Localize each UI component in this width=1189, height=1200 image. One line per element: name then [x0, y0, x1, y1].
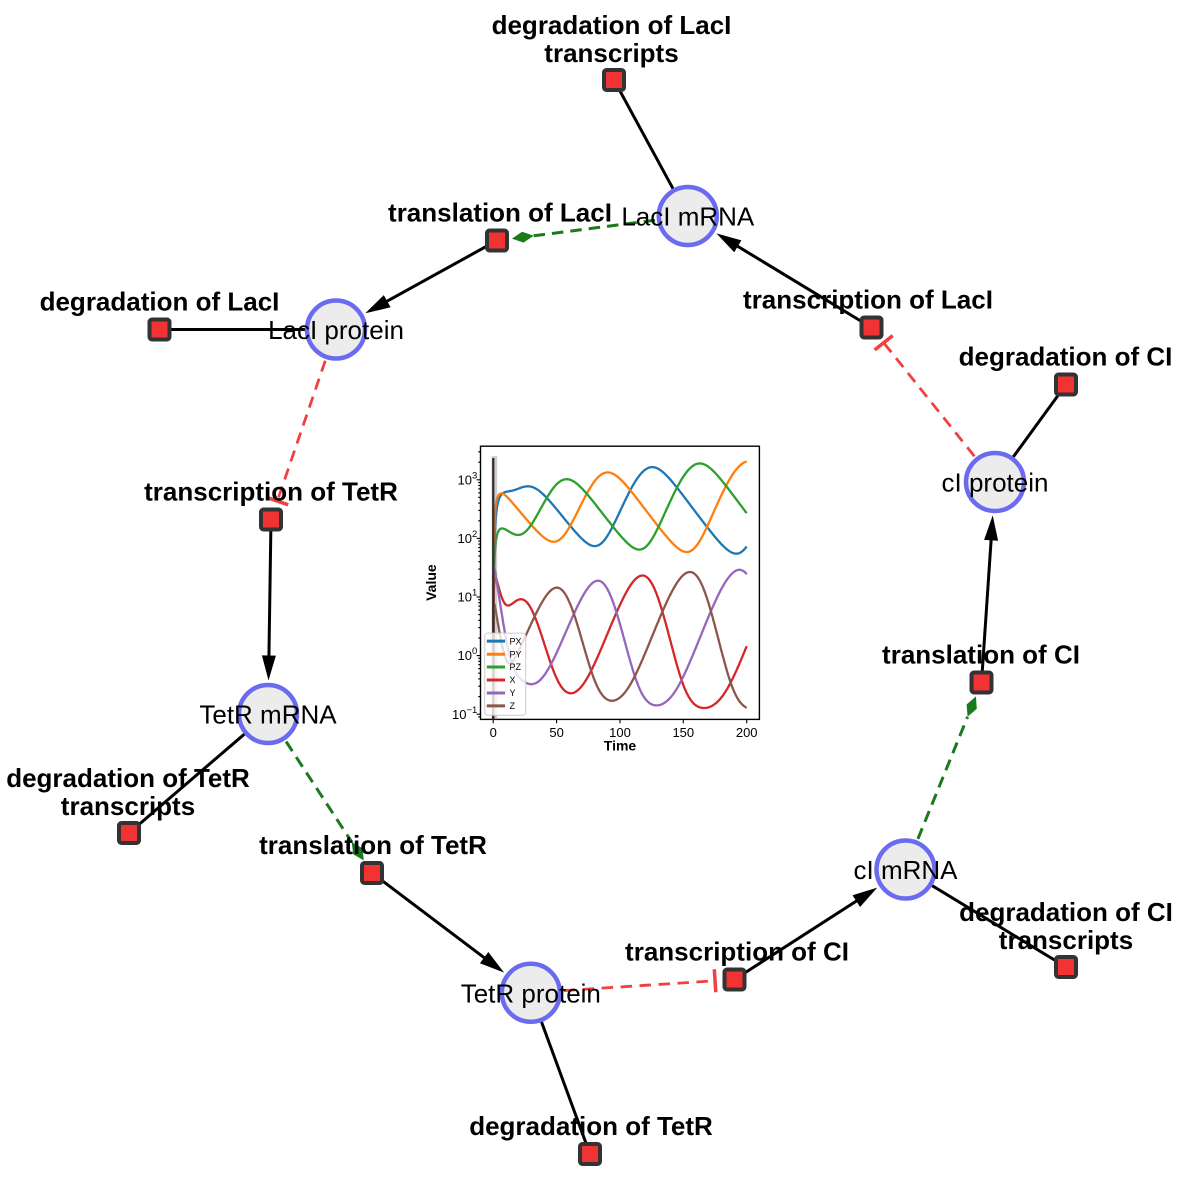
svg-text:degradation of CI: degradation of CI — [959, 897, 1173, 927]
svg-text:TetR mRNA: TetR mRNA — [199, 700, 337, 730]
svg-text:degradation of TetR: degradation of TetR — [469, 1111, 713, 1141]
svg-text:degradation of CI: degradation of CI — [959, 342, 1173, 372]
svg-text:150: 150 — [672, 725, 694, 740]
svg-text:101: 101 — [458, 588, 478, 605]
svg-text:Time: Time — [604, 738, 637, 754]
svg-text:LacI protein: LacI protein — [268, 315, 404, 345]
svg-text:100: 100 — [458, 646, 478, 663]
svg-text:200: 200 — [736, 725, 758, 740]
svg-text:0: 0 — [490, 725, 497, 740]
svg-text:TetR protein: TetR protein — [461, 979, 601, 1009]
svg-text:degradation of TetR: degradation of TetR — [6, 763, 250, 793]
svg-text:100: 100 — [609, 725, 631, 740]
svg-text:Z: Z — [510, 701, 516, 711]
svg-text:transcription of CI: transcription of CI — [625, 937, 849, 967]
svg-text:transcription of LacI: transcription of LacI — [743, 285, 993, 315]
svg-text:cI mRNA: cI mRNA — [854, 855, 959, 885]
svg-text:50: 50 — [549, 725, 563, 740]
svg-text:Value: Value — [423, 564, 439, 601]
svg-text:LacI mRNA: LacI mRNA — [621, 202, 755, 232]
svg-text:102: 102 — [458, 529, 478, 546]
svg-text:PY: PY — [510, 649, 522, 659]
svg-text:transcripts: transcripts — [999, 925, 1133, 955]
svg-text:Y: Y — [510, 688, 516, 698]
svg-text:10−1: 10−1 — [452, 705, 477, 722]
svg-text:translation of TetR: translation of TetR — [259, 830, 487, 860]
svg-text:transcription of TetR: transcription of TetR — [144, 477, 398, 507]
svg-text:transcripts: transcripts — [61, 791, 195, 821]
svg-text:103: 103 — [458, 470, 478, 487]
svg-text:degradation of LacI: degradation of LacI — [40, 287, 280, 317]
svg-text:PZ: PZ — [510, 662, 522, 672]
svg-text:cI protein: cI protein — [942, 468, 1049, 498]
svg-text:PX: PX — [510, 636, 522, 646]
svg-text:translation of LacI: translation of LacI — [388, 198, 612, 228]
svg-text:transcripts: transcripts — [544, 38, 678, 68]
svg-text:X: X — [510, 675, 516, 685]
svg-text:degradation of LacI: degradation of LacI — [492, 10, 732, 40]
svg-text:translation of CI: translation of CI — [882, 640, 1080, 670]
